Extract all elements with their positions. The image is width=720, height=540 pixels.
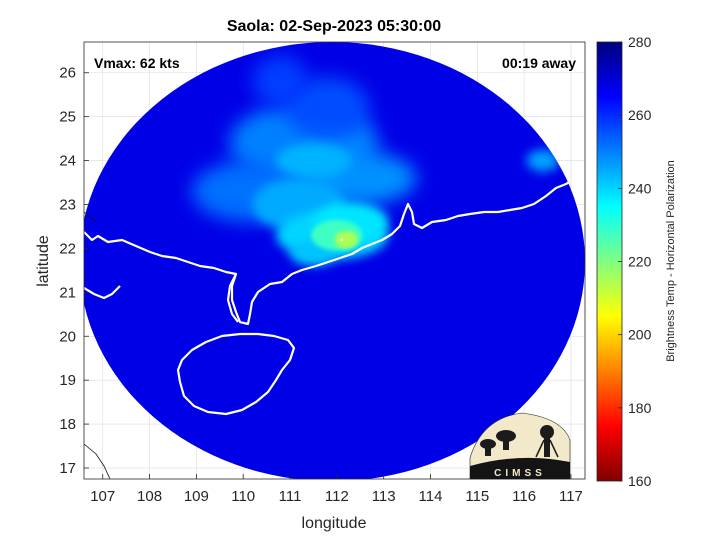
hainan-island — [176, 332, 296, 416]
y-tick-label: 20 — [59, 328, 76, 345]
chart-title: Saola: 02-Sep-2023 05:30:00 — [227, 18, 441, 35]
x-tick-label: 109 — [184, 488, 209, 505]
colorbar-tick-label: 260 — [628, 107, 652, 123]
y-tick-label: 21 — [59, 284, 76, 301]
colorbar-tick-label: 240 — [628, 180, 652, 196]
y-tick-label: 17 — [59, 460, 76, 477]
cloud-blob — [285, 77, 370, 139]
colorbar-tick-label: 220 — [628, 254, 652, 270]
coastlines — [84, 172, 585, 416]
colorbar-ticks: 160 180 200 220 240 260 280 — [618, 34, 652, 489]
vietnam-coastline — [84, 285, 121, 300]
y-axis-label: latitude — [35, 235, 52, 287]
y-tick-label: 26 — [59, 65, 76, 82]
y-tick-label: 19 — [59, 372, 76, 389]
axes-box — [83, 41, 586, 480]
y-tick-label: 18 — [59, 416, 76, 433]
x-tick-label: 112 — [325, 488, 349, 505]
x-tick-label: 114 — [419, 488, 443, 505]
x-tick-label: 111 — [279, 488, 302, 505]
x-tick-label: 107 — [90, 488, 115, 505]
colorbar-tick-label: 180 — [628, 400, 652, 416]
x-tick-label: 110 — [231, 488, 255, 505]
y-tick-label: 23 — [59, 197, 76, 214]
cimss-logo-text: CIMSS — [494, 468, 546, 479]
cloud-blob — [252, 55, 309, 108]
time-away-annotation: 00:19 away — [502, 55, 576, 71]
cloud-bands — [191, 55, 560, 266]
x-tick-label: 117 — [559, 488, 583, 505]
x-axis-label: longitude — [302, 515, 367, 532]
china-coastline — [84, 172, 585, 326]
colorbar-tick-label: 200 — [628, 327, 652, 343]
colorbar-label: Brightness Temp - Horizontal Polarizatio… — [665, 160, 677, 362]
colorbar: 160 180 200 220 240 260 280 Brightness Temp - … — [596, 34, 677, 489]
y-axis-ticks: 17 18 19 20 21 22 23 24 25 26 — [59, 65, 89, 477]
y-tick-label: 22 — [59, 240, 76, 257]
cloud-blob — [334, 230, 358, 249]
y-tick-label: 25 — [59, 109, 76, 126]
x-tick-label: 116 — [512, 488, 536, 505]
colorbar-tick-label: 160 — [628, 473, 652, 489]
storm-center-marker — [340, 238, 343, 241]
x-tick-label: 113 — [372, 488, 396, 505]
cloud-blob — [526, 149, 560, 172]
x-tick-label: 115 — [465, 488, 489, 505]
swath-image — [84, 42, 585, 479]
x-tick-label: 108 — [137, 488, 162, 505]
cloud-blob — [275, 143, 351, 179]
y-tick-label: 24 — [59, 153, 76, 170]
vmax-annotation: Vmax: 62 kts — [94, 55, 180, 71]
colorbar-tick-label: 280 — [628, 34, 652, 50]
leizhou-peninsula — [226, 273, 239, 323]
x-axis-ticks: 107 108 109 110 111 112 113 114 115 116 117 — [90, 474, 583, 505]
cimss-logo: CIMSS — [469, 412, 571, 480]
land-border — [84, 211, 111, 479]
